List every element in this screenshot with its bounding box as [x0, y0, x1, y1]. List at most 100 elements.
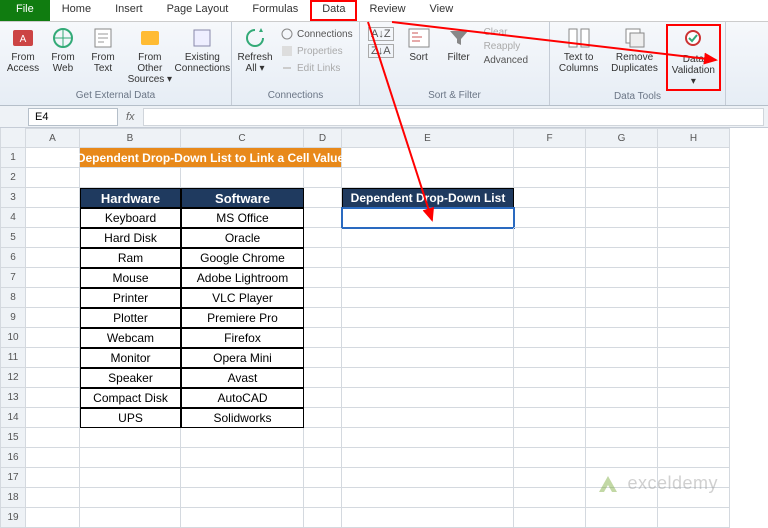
cell[interactable]	[80, 508, 181, 528]
cell[interactable]	[514, 388, 586, 408]
col-header-C[interactable]: C	[181, 128, 304, 148]
row-header[interactable]: 17	[0, 468, 26, 488]
select-all[interactable]	[0, 128, 26, 148]
cell[interactable]	[514, 468, 586, 488]
sort-button[interactable]: Sort	[400, 24, 438, 69]
cell[interactable]	[26, 328, 80, 348]
cell[interactable]	[26, 488, 80, 508]
cell[interactable]: Software	[181, 188, 304, 208]
cell[interactable]	[658, 328, 730, 348]
cell[interactable]: Monitor	[80, 348, 181, 368]
cell[interactable]	[586, 188, 658, 208]
cell[interactable]	[304, 168, 342, 188]
row-header[interactable]: 1	[0, 148, 26, 168]
cell[interactable]	[342, 288, 514, 308]
row-header[interactable]: 9	[0, 308, 26, 328]
cell[interactable]	[658, 388, 730, 408]
fx-label[interactable]: fx	[126, 111, 135, 123]
cell[interactable]	[658, 188, 730, 208]
cell[interactable]	[80, 448, 181, 468]
advanced-button[interactable]: Advanced	[482, 54, 530, 67]
properties-button[interactable]: Properties	[278, 43, 355, 59]
row-header[interactable]: 16	[0, 448, 26, 468]
cell[interactable]: Opera Mini	[181, 348, 304, 368]
tab-formulas[interactable]: Formulas	[240, 0, 310, 21]
cell[interactable]: UPS	[80, 408, 181, 428]
cell[interactable]	[514, 188, 586, 208]
cell[interactable]	[304, 448, 342, 468]
cell[interactable]	[658, 288, 730, 308]
cell[interactable]	[514, 168, 586, 188]
cell[interactable]	[304, 208, 342, 228]
cell[interactable]	[181, 168, 304, 188]
cell[interactable]	[26, 268, 80, 288]
row-header[interactable]: 4	[0, 208, 26, 228]
cell[interactable]	[586, 508, 658, 528]
cell[interactable]	[26, 448, 80, 468]
cell[interactable]	[80, 428, 181, 448]
cell[interactable]	[26, 368, 80, 388]
cell[interactable]	[514, 508, 586, 528]
sort-za-button[interactable]: Z↓A	[366, 43, 396, 59]
cell[interactable]	[586, 368, 658, 388]
cell[interactable]	[342, 248, 514, 268]
cell[interactable]	[26, 308, 80, 328]
cell[interactable]	[304, 188, 342, 208]
cell[interactable]	[586, 208, 658, 228]
cell[interactable]	[658, 308, 730, 328]
cell[interactable]: Oracle	[181, 228, 304, 248]
cell[interactable]: Solidworks	[181, 408, 304, 428]
cell[interactable]	[586, 148, 658, 168]
cell[interactable]	[304, 288, 342, 308]
cell[interactable]	[304, 268, 342, 288]
cell[interactable]	[342, 268, 514, 288]
row-header[interactable]: 7	[0, 268, 26, 288]
cell[interactable]	[304, 408, 342, 428]
cell[interactable]	[342, 148, 514, 168]
cell[interactable]	[342, 368, 514, 388]
cell[interactable]	[514, 148, 586, 168]
cell[interactable]	[26, 468, 80, 488]
cell[interactable]: Firefox	[181, 328, 304, 348]
cell[interactable]: Avast	[181, 368, 304, 388]
cell[interactable]	[514, 268, 586, 288]
cell[interactable]	[514, 448, 586, 468]
cell[interactable]	[586, 428, 658, 448]
edit-links-button[interactable]: Edit Links	[278, 60, 355, 76]
cell[interactable]: Keyboard	[80, 208, 181, 228]
cell[interactable]	[658, 248, 730, 268]
cell[interactable]	[342, 448, 514, 468]
row-header[interactable]: 5	[0, 228, 26, 248]
tab-file[interactable]: File	[0, 0, 50, 21]
clear-button[interactable]: Clear	[482, 26, 530, 39]
cell[interactable]	[26, 288, 80, 308]
cell[interactable]	[304, 228, 342, 248]
cell[interactable]	[304, 348, 342, 368]
cell[interactable]: Adobe Lightroom	[181, 268, 304, 288]
cell[interactable]	[586, 408, 658, 428]
cell[interactable]	[304, 328, 342, 348]
from-web-button[interactable]: From Web	[44, 24, 82, 87]
cell[interactable]: Dependent Drop-Down List	[342, 188, 514, 208]
tab-data[interactable]: Data	[310, 0, 357, 21]
cell[interactable]	[26, 228, 80, 248]
cell[interactable]: Printer	[80, 288, 181, 308]
cell[interactable]	[304, 508, 342, 528]
cell[interactable]	[181, 488, 304, 508]
cell[interactable]: Compact Disk	[80, 388, 181, 408]
cell[interactable]	[514, 348, 586, 368]
cell[interactable]: Hardware	[80, 188, 181, 208]
cell[interactable]: Plotter	[80, 308, 181, 328]
cell[interactable]	[586, 248, 658, 268]
cell[interactable]	[304, 468, 342, 488]
cell[interactable]	[586, 288, 658, 308]
cell[interactable]	[586, 168, 658, 188]
cell[interactable]	[586, 328, 658, 348]
col-header-F[interactable]: F	[514, 128, 586, 148]
cell[interactable]	[80, 168, 181, 188]
tab-insert[interactable]: Insert	[103, 0, 155, 21]
cell[interactable]	[514, 488, 586, 508]
from-other-button[interactable]: From Other Sources ▾	[124, 24, 176, 87]
cell[interactable]: VLC Player	[181, 288, 304, 308]
cell[interactable]	[514, 368, 586, 388]
